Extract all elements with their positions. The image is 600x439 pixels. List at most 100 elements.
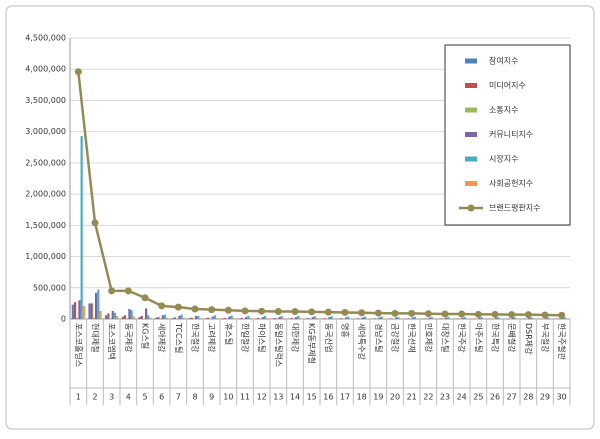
- bar: [122, 317, 124, 319]
- bar: [174, 317, 176, 319]
- line-marker: [142, 294, 149, 301]
- bar: [99, 311, 101, 319]
- x-tick-label: 현대제철: [91, 323, 101, 352]
- bar: [447, 317, 449, 319]
- line-marker: [275, 308, 282, 315]
- bar: [564, 317, 566, 319]
- bar: [195, 316, 197, 319]
- bar: [233, 318, 235, 319]
- rank-label: 4: [126, 393, 131, 402]
- bar: [291, 318, 293, 319]
- rank-label: 12: [257, 393, 267, 402]
- bar: [347, 317, 349, 319]
- bar: [412, 317, 414, 319]
- line-marker: [92, 219, 99, 226]
- bar: [295, 317, 297, 319]
- rank-label: 18: [357, 393, 367, 402]
- bar: [133, 317, 135, 319]
- bar: [397, 317, 399, 319]
- legend-swatch: [465, 108, 477, 113]
- bar: [238, 318, 240, 319]
- bar: [416, 318, 418, 319]
- x-tick-label: 한국주강: [457, 323, 467, 353]
- x-tick-label: 하이스틸: [257, 323, 267, 352]
- bar: [131, 310, 133, 319]
- bar: [331, 316, 333, 319]
- line-marker: [542, 311, 549, 318]
- x-tick-label: 아주스틸: [474, 323, 484, 352]
- bar: [483, 318, 485, 319]
- bar: [378, 317, 380, 319]
- y-tick-label: 3,000,000: [25, 127, 66, 136]
- x-tick-label: TCC스틸: [174, 322, 184, 353]
- rank-label: 16: [323, 393, 333, 402]
- x-tick-label: DSR제강: [524, 323, 534, 355]
- line-marker: [375, 310, 382, 317]
- bar: [199, 318, 201, 319]
- bar: [514, 317, 516, 319]
- bar: [283, 318, 285, 319]
- bar: [381, 317, 383, 319]
- legend-marker: [468, 205, 475, 212]
- bar: [357, 318, 359, 319]
- x-tick-label: KG스틸: [141, 323, 151, 349]
- rank-label: 27: [507, 393, 517, 402]
- x-tick-label: 한국특강: [491, 323, 501, 353]
- legend-swatch: [465, 83, 477, 88]
- x-tick-label: 대한제강: [291, 323, 301, 353]
- legend-label: 미디어지수: [489, 80, 526, 90]
- rank-label: 10: [223, 393, 233, 402]
- line-marker: [392, 310, 399, 317]
- bar: [91, 303, 93, 319]
- bar: [457, 318, 459, 319]
- bar: [222, 318, 224, 319]
- rank-label: 30: [557, 393, 567, 402]
- bar: [314, 316, 316, 319]
- bar: [149, 318, 151, 319]
- y-tick-label: 4,500,000: [25, 34, 66, 43]
- x-tick-label: 경남스틸: [374, 323, 384, 352]
- line-marker: [492, 311, 499, 318]
- y-tick-label: 1,000,000: [25, 252, 66, 261]
- bar: [128, 309, 130, 319]
- x-tick-label: 대창스틸: [441, 323, 451, 352]
- legend-swatch: [465, 157, 477, 162]
- line-marker: [225, 307, 232, 314]
- bar: [105, 315, 107, 319]
- bar: [247, 316, 249, 319]
- bar: [83, 306, 85, 319]
- bar: [228, 317, 230, 319]
- bar: [349, 318, 351, 319]
- line-marker: [442, 311, 449, 318]
- line-marker: [292, 308, 299, 315]
- bar: [188, 318, 190, 319]
- x-tick-label: 고려제강: [207, 323, 217, 353]
- y-tick-label: 0: [61, 315, 66, 324]
- bar: [274, 318, 276, 319]
- x-tick-label: 한국철강: [191, 323, 201, 353]
- bar: [366, 318, 368, 319]
- rank-label: 28: [523, 393, 533, 402]
- bar: [383, 318, 385, 319]
- legend-label: 커뮤니티지수: [489, 129, 533, 139]
- x-tick-label: KG동부제철: [307, 323, 317, 364]
- bar: [297, 316, 299, 319]
- bar: [407, 318, 409, 319]
- rank-label: 8: [192, 393, 197, 402]
- x-tick-label: 동일스틸럭스: [274, 323, 284, 367]
- bar: [214, 315, 216, 319]
- bar: [345, 317, 347, 319]
- bar: [499, 318, 501, 319]
- line-marker: [358, 309, 365, 316]
- x-tick-label: 세아특수강: [357, 323, 367, 360]
- bar: [299, 318, 301, 319]
- bar: [272, 318, 274, 319]
- legend-swatch: [465, 132, 477, 137]
- rank-label: 1: [76, 393, 81, 402]
- bar: [109, 318, 111, 319]
- bar: [147, 315, 149, 319]
- bar: [281, 316, 283, 319]
- bar: [224, 318, 226, 319]
- rank-label: 17: [340, 393, 350, 402]
- bar: [157, 317, 159, 319]
